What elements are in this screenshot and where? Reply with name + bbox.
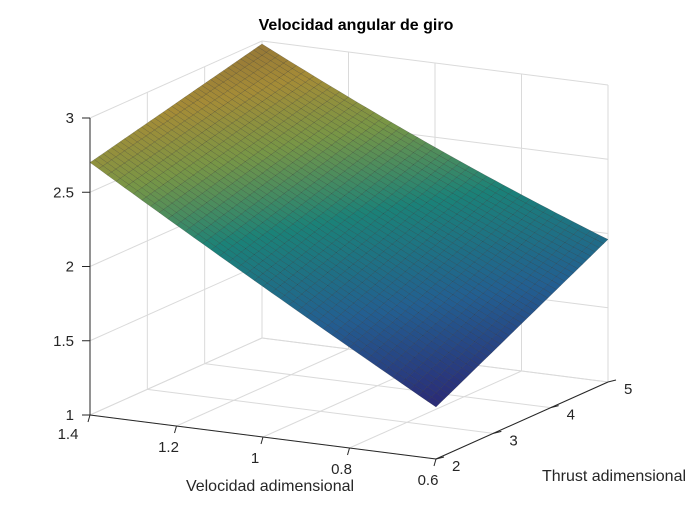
surface	[89, 43, 609, 408]
back-wall-grid-line	[261, 40, 609, 86]
x-tick-label: 1.4	[58, 426, 79, 443]
x-tick-mark	[260, 436, 264, 445]
y-tick-label: 4	[567, 407, 575, 424]
z-tick-label: 1.5	[53, 333, 74, 350]
y-tick-mark	[493, 430, 502, 434]
floor-grid-line	[204, 363, 551, 409]
x-tick-label: 1.2	[158, 439, 179, 456]
y-tick-mark	[435, 456, 445, 460]
x-axis-label: Velocidad adimensional	[186, 478, 354, 495]
surface-patch	[427, 396, 441, 408]
z-tick-label: 1	[66, 407, 74, 424]
x-tick-label: 0.8	[331, 461, 352, 478]
floor-grid-line	[176, 348, 349, 427]
side-wall-grid-line	[89, 40, 263, 119]
floor-grid-line	[349, 370, 522, 449]
side-wall-grid-line	[89, 263, 263, 342]
axis-lines	[82, 117, 617, 467]
y-axis-line	[435, 381, 609, 460]
x-tick-mark	[87, 414, 91, 423]
y-tick-label: 2	[452, 458, 460, 475]
floor-grid-line	[147, 388, 494, 434]
y-tick-label: 5	[624, 381, 632, 398]
chart-title: Velocidad angular de giro	[259, 17, 454, 34]
y-axis-label: Thrust adimensional	[542, 468, 686, 485]
y-tick-mark	[607, 379, 617, 383]
z-tick-label: 2	[66, 259, 74, 276]
x-tick-mark	[433, 458, 437, 467]
z-tick-label: 2.5	[53, 184, 74, 201]
tick-labels: 1 1.5 2 2.5 3 0.6 0.8 1 1.2 1.4 2 3 4 5	[53, 110, 632, 489]
y-tick-mark	[550, 405, 559, 409]
x-tick-label: 1	[251, 450, 259, 467]
y-tick-label: 3	[509, 432, 517, 449]
x-tick-label: 0.6	[418, 472, 439, 489]
z-tick-label: 3	[66, 110, 74, 127]
x-tick-mark	[174, 425, 177, 434]
side-wall-grid-line	[89, 337, 263, 416]
x-tick-mark	[347, 447, 350, 456]
